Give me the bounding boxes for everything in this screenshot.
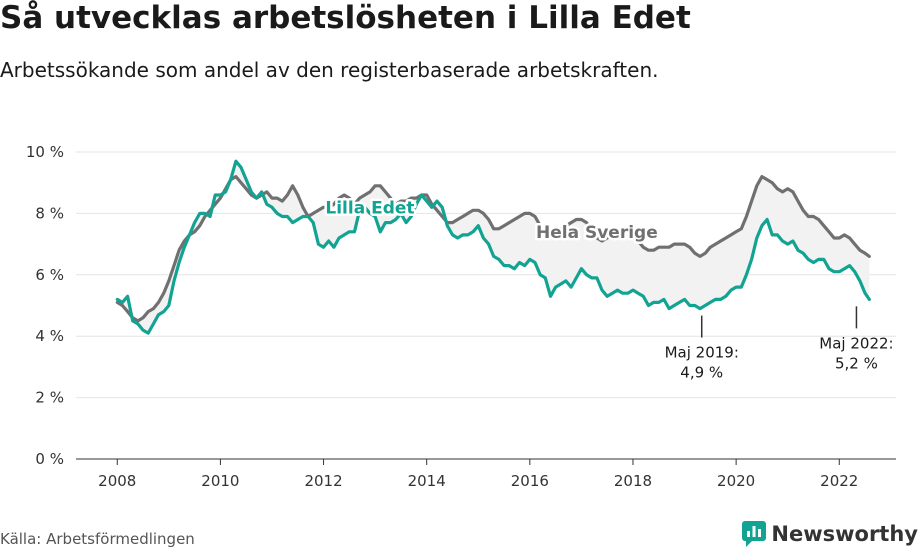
y-tick-label: 10 %: [26, 143, 64, 161]
series-label: Lilla Edet: [325, 198, 414, 218]
x-tick-label: 2018: [614, 472, 652, 490]
y-tick-label: 6 %: [35, 266, 64, 284]
series-labels: Lilla Edet Hela Sverige: [323, 196, 660, 246]
line-chart: 0 % 2 % 4 % 6 % 8 % 10 % 2008 2010 2012 2014 2016 2…: [26, 143, 896, 490]
x-tick-label: 2014: [408, 472, 446, 490]
source-note: Källa: Arbetsförmedlingen: [0, 530, 195, 548]
series-line-lilla-edet: [115, 159, 871, 335]
y-tick-label: 8 %: [35, 204, 64, 222]
chart-subtitle: Arbetssökande som andel av den registerb…: [0, 58, 659, 82]
series-lines: [115, 159, 871, 335]
x-tick-label: 2022: [820, 472, 858, 490]
brand-logo: Newsworthy: [742, 521, 918, 547]
series-line-hela-sverige: [115, 175, 871, 323]
annotation-text: Maj 2022:: [819, 334, 893, 352]
x-tick-label: 2020: [717, 472, 755, 490]
series-label: Hela Sverige: [536, 223, 658, 243]
y-tick-label: 0 %: [35, 450, 64, 468]
x-tick-label: 2008: [98, 472, 136, 490]
difference-band: [117, 161, 870, 334]
x-tick-label: 2012: [304, 472, 342, 490]
y-tick-label: 4 %: [35, 327, 64, 345]
x-tick-label: 2016: [511, 472, 549, 490]
annotation-text: Maj 2019:: [665, 344, 739, 362]
annotation-text: 4,9 %: [680, 364, 723, 382]
y-tick-label: 2 %: [35, 389, 64, 407]
newsworthy-logo-icon: [742, 521, 767, 547]
annotation-text: 5,2 %: [835, 354, 878, 372]
x-tick-label: 2010: [201, 472, 239, 490]
axes: 0 % 2 % 4 % 6 % 8 % 10 % 2008 2010 2012 2014 2016 2…: [26, 143, 896, 490]
chart-title: Så utvecklas arbetslösheten i Lilla Edet: [0, 0, 691, 36]
brand-name: Newsworthy: [771, 522, 918, 546]
annotations: Maj 2019: 4,9 % Maj 2022: 5,2 %: [665, 306, 894, 382]
